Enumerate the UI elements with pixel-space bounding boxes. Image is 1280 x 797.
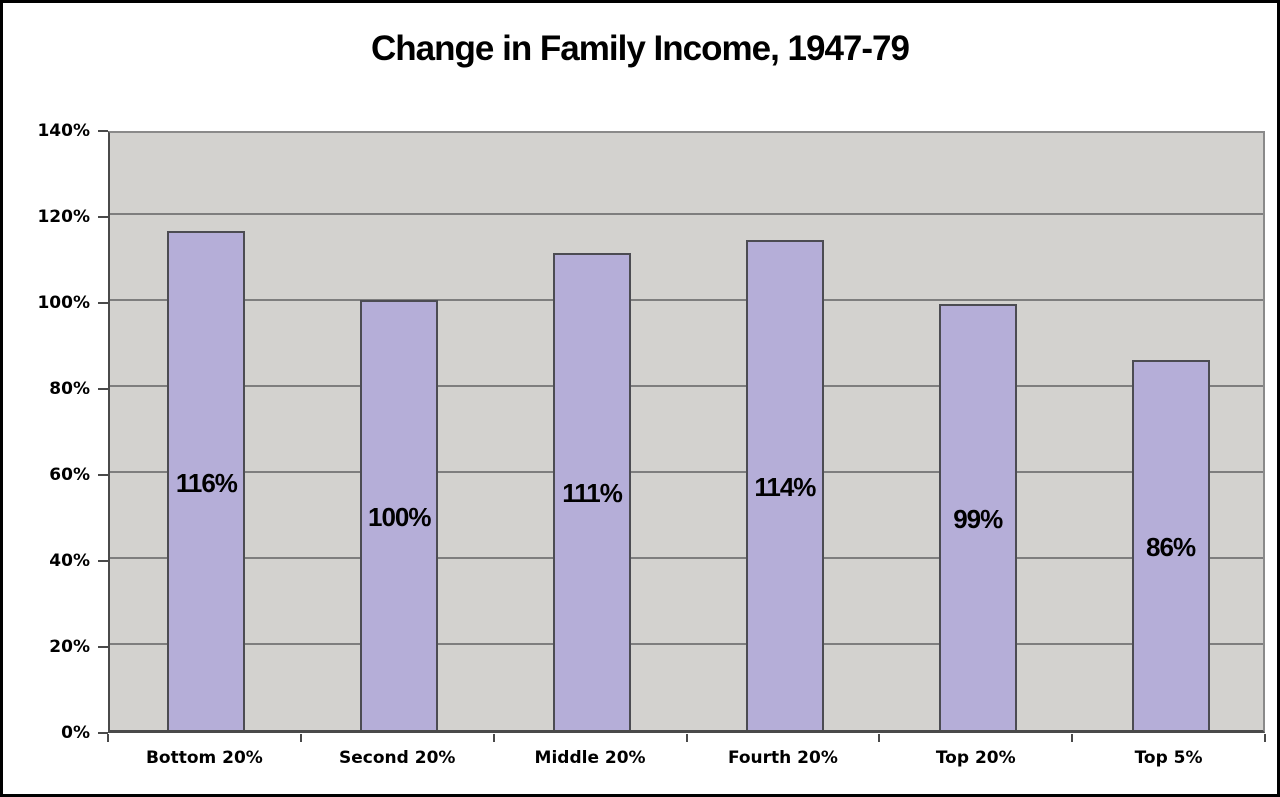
y-axis-tick [98, 130, 108, 132]
x-axis-tick [878, 734, 881, 742]
y-axis-label-80%: 80% [49, 379, 90, 399]
x-axis-tick [1071, 734, 1074, 742]
bar-second-20-: 100% [360, 300, 439, 730]
x-axis-tick [299, 734, 302, 742]
gridline-40% [110, 557, 1263, 559]
gridline-60% [110, 471, 1263, 473]
y-axis-label-0%: 0% [61, 723, 90, 743]
bar-bottom-20-: 116% [167, 231, 246, 730]
y-axis-label-100%: 100% [37, 293, 90, 313]
y-axis-tick [98, 646, 108, 648]
x-axis-label-top-20-: Top 20% [935, 748, 1016, 768]
bar-value-label: 99% [953, 504, 1003, 535]
gridline-120% [110, 213, 1263, 215]
y-axis-tick [98, 216, 108, 218]
y-axis-label-120%: 120% [37, 207, 90, 227]
y-axis-tick [98, 560, 108, 562]
y-axis-tick [98, 732, 108, 734]
gridline-100% [110, 299, 1263, 301]
y-axis-label-60%: 60% [49, 465, 90, 485]
bar-fourth-20-: 114% [745, 239, 824, 730]
gridline-20% [110, 643, 1263, 645]
x-axis-tick [1264, 734, 1266, 742]
bar-value-label: 100% [368, 502, 432, 532]
y-axis-tick [98, 474, 108, 476]
bar-value-label: 116% [175, 467, 238, 498]
x-axis-tick [685, 734, 688, 742]
x-axis-label-middle-20-: Middle 20% [534, 748, 646, 768]
y-axis-label-140%: 140% [37, 121, 90, 141]
bar-value-label: 86% [1146, 532, 1196, 563]
bar-value-label: 114% [754, 471, 816, 502]
y-axis-label-40%: 40% [49, 551, 90, 571]
bar-middle-20-: 111% [553, 252, 632, 730]
x-axis-tick [492, 734, 495, 742]
gridline-80% [110, 385, 1263, 387]
y-axis-tick [98, 302, 108, 304]
bar-top-5-: 86% [1131, 360, 1210, 730]
x-axis-label-top-5-: Top 5% [1134, 748, 1203, 768]
x-axis-label-fourth-20-: Fourth 20% [727, 748, 838, 768]
plot-area: 116% 100% 111% 114% 99% 86% [108, 131, 1265, 733]
bar-top-20-: 99% [938, 304, 1017, 730]
y-axis-label-20%: 20% [49, 637, 90, 657]
chart-title: Change in Family Income, 1947-79 [371, 29, 910, 68]
x-axis-tick [107, 734, 109, 742]
y-axis-tick [98, 388, 108, 390]
bar-value-label: 111% [562, 478, 623, 509]
x-axis-label-second-20-: Second 20% [339, 748, 456, 768]
x-axis-label-bottom-20-: Bottom 20% [145, 748, 263, 768]
